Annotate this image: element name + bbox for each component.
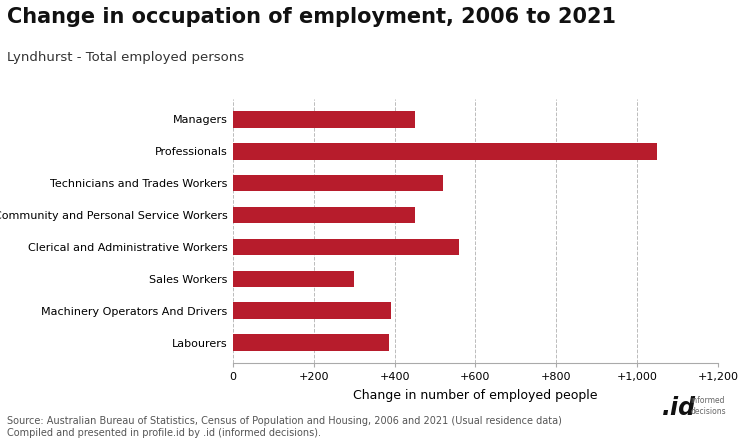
X-axis label: Change in number of employed people: Change in number of employed people xyxy=(353,389,598,402)
Bar xyxy=(233,302,391,319)
Text: informed
decisions: informed decisions xyxy=(690,396,726,416)
Bar xyxy=(233,111,415,128)
Bar xyxy=(233,271,354,287)
Bar xyxy=(233,143,657,160)
Text: .id: .id xyxy=(662,396,696,420)
Text: Change in occupation of employment, 2006 to 2021: Change in occupation of employment, 2006… xyxy=(7,7,616,26)
Text: Lyndhurst - Total employed persons: Lyndhurst - Total employed persons xyxy=(7,51,244,64)
Text: Source: Australian Bureau of Statistics, Census of Population and Housing, 2006 : Source: Australian Bureau of Statistics,… xyxy=(7,416,562,438)
Bar xyxy=(233,334,388,351)
Bar xyxy=(233,238,460,255)
Bar xyxy=(233,207,415,224)
Bar xyxy=(233,175,443,191)
